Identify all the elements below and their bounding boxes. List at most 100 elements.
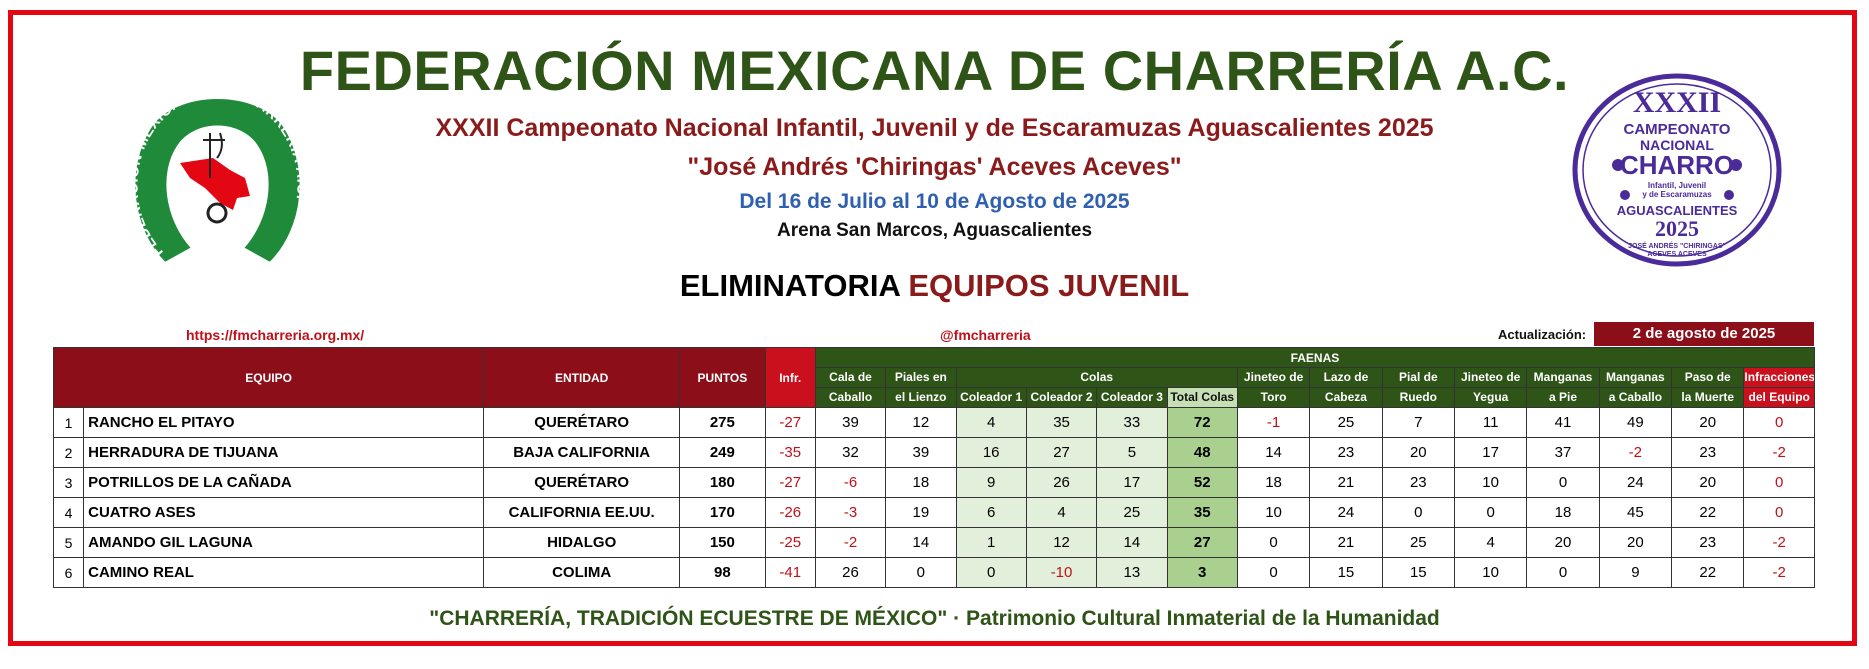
cell-mcab: 45 xyxy=(1598,497,1673,528)
cell-infr: -35 xyxy=(764,437,816,468)
cell-paso: 20 xyxy=(1671,407,1745,438)
cell-team: POTRILLOS DE LA CAÑADA xyxy=(83,467,485,498)
cell-infeq: 0 xyxy=(1743,497,1815,528)
cell-total: 3 xyxy=(1166,557,1238,588)
seal-honoree-surname: ACEVES ACEVES xyxy=(1647,251,1707,258)
table-row: 1 RANCHO EL PITAYO QUERÉTARO 275 -27 39 12 4 35 3… xyxy=(52,407,1815,438)
cell-c1: 6 xyxy=(955,497,1027,528)
cell-paso: 22 xyxy=(1671,497,1745,528)
col-header-lazo-2: Cabeza xyxy=(1309,387,1383,408)
col-header-infeq-1: Infracciones xyxy=(1743,367,1815,388)
col-header-colas: Colas xyxy=(955,367,1238,388)
table-row: 6 CAMINO REAL COLIMA 98 -41 26 0 0 -10 13 3 0 15 15 10… xyxy=(52,557,1815,588)
seal-charro: CHARRO xyxy=(1620,150,1734,180)
col-header-mcab-1: Manganas xyxy=(1598,367,1673,388)
col-header-equipo: EQUIPO xyxy=(52,347,485,408)
cell-infr: -26 xyxy=(764,497,816,528)
cell-piales: 0 xyxy=(885,557,957,588)
cell-team: CUATRO ASES xyxy=(83,497,485,528)
social-handle[interactable]: @fmcharreria xyxy=(940,327,1031,343)
cell-pial: 20 xyxy=(1381,437,1455,468)
website-link[interactable]: https://fmcharreria.org.mx/ xyxy=(186,327,365,343)
cell-c2: 4 xyxy=(1025,497,1098,528)
col-header-piales-2: el Lienzo xyxy=(885,387,957,408)
cell-points: 170 xyxy=(679,497,766,528)
cell-lazo: 24 xyxy=(1309,497,1383,528)
cell-points: 150 xyxy=(679,527,766,558)
col-header-paso-2: la Muerte xyxy=(1671,387,1745,408)
cell-paso: 23 xyxy=(1671,437,1745,468)
cell-rank: 6 xyxy=(52,557,85,588)
cell-points: 275 xyxy=(679,407,766,438)
cell-total: 48 xyxy=(1166,437,1238,468)
cell-rank: 5 xyxy=(52,527,85,558)
cell-infr: -41 xyxy=(764,557,816,588)
col-header-lazo-1: Lazo de xyxy=(1309,367,1383,388)
cell-c1: 9 xyxy=(955,467,1027,498)
cell-piales: 18 xyxy=(885,467,957,498)
cell-points: 249 xyxy=(679,437,766,468)
col-header-yegua-1: Jineteo de xyxy=(1453,367,1528,388)
table-row: 3 POTRILLOS DE LA CAÑADA QUERÉTARO 180 -27 -6… xyxy=(52,467,1815,498)
col-header-infr: Infr. xyxy=(764,347,816,408)
cell-mcab: 24 xyxy=(1598,467,1673,498)
cell-toro: -1 xyxy=(1236,407,1311,438)
cell-mcab: 49 xyxy=(1598,407,1673,438)
cell-cala: -2 xyxy=(814,527,887,558)
cell-c2: 35 xyxy=(1025,407,1098,438)
cell-infeq: 0 xyxy=(1743,467,1815,498)
cell-mcab: -2 xyxy=(1598,437,1673,468)
cell-infr: -27 xyxy=(764,467,816,498)
event-subtitle: XXXII Campeonato Nacional Infantil, Juve… xyxy=(435,114,1434,142)
cell-yegua: 11 xyxy=(1453,407,1528,438)
cell-paso: 23 xyxy=(1671,527,1745,558)
cell-pial: 15 xyxy=(1381,557,1455,588)
campeonato-seal-logo: XXXII CAMPEONATO NACIONAL CHARRO Infanti… xyxy=(1572,73,1782,267)
cell-lazo: 21 xyxy=(1309,527,1383,558)
cell-team: RANCHO EL PITAYO xyxy=(83,407,485,438)
col-header-toro-2: Toro xyxy=(1236,387,1311,408)
standings-table: EQUIPO ENTIDAD PUNTOS Infr. FAENAS Cala … xyxy=(52,347,1816,588)
cell-paso: 22 xyxy=(1671,557,1745,588)
cell-toro: 14 xyxy=(1236,437,1311,468)
cell-total: 27 xyxy=(1166,527,1238,558)
cell-piales: 19 xyxy=(885,497,957,528)
col-header-cala-1: Cala de xyxy=(814,367,887,388)
seal-infantil: Infantil, Juvenil xyxy=(1648,181,1706,190)
cell-pial: 23 xyxy=(1381,467,1455,498)
cell-cala: -6 xyxy=(814,467,887,498)
cell-state: COLIMA xyxy=(483,557,681,588)
seal-escaramuzas: y de Escaramuzas xyxy=(1642,190,1712,199)
cell-c2: 27 xyxy=(1025,437,1098,468)
cell-yegua: 17 xyxy=(1453,437,1528,468)
page-frame xyxy=(8,10,1857,646)
cell-c1: 0 xyxy=(955,557,1027,588)
cell-toro: 18 xyxy=(1236,467,1311,498)
cell-points: 180 xyxy=(679,467,766,498)
cell-c3: 17 xyxy=(1096,467,1168,498)
cell-infeq: -2 xyxy=(1743,557,1815,588)
cell-total: 52 xyxy=(1166,467,1238,498)
seal-campeonato: CAMPEONATO xyxy=(1624,121,1731,138)
cell-c3: 25 xyxy=(1096,497,1168,528)
seal-aguascalientes: AGUASCALIENTES xyxy=(1617,203,1738,218)
cell-c3: 33 xyxy=(1096,407,1168,438)
cell-lazo: 25 xyxy=(1309,407,1383,438)
cell-paso: 20 xyxy=(1671,467,1745,498)
cell-team: AMANDO GIL LAGUNA xyxy=(83,527,485,558)
col-header-infeq-2: del Equipo xyxy=(1743,387,1815,408)
col-header-toro-1: Jineteo de xyxy=(1236,367,1311,388)
cell-state: QUERÉTARO xyxy=(483,467,681,498)
cell-mpie: 37 xyxy=(1526,437,1600,468)
cell-mpie: 20 xyxy=(1526,527,1600,558)
table-row: 2 HERRADURA DE TIJUANA BAJA CALIFORNIA 249-… xyxy=(52,437,1815,468)
cell-rank: 3 xyxy=(52,467,85,498)
cell-state: CALIFORNIA EE.UU. xyxy=(483,497,681,528)
cell-mpie: 41 xyxy=(1526,407,1600,438)
cell-pial: 0 xyxy=(1381,497,1455,528)
cell-state: BAJA CALIFORNIA xyxy=(483,437,681,468)
col-header-coleador-1: Coleador 1 xyxy=(955,387,1027,408)
cell-cala: 26 xyxy=(814,557,887,588)
event-honoree: "José Andrés 'Chiringas' Aceves Aceves" xyxy=(687,153,1182,181)
cell-lazo: 15 xyxy=(1309,557,1383,588)
